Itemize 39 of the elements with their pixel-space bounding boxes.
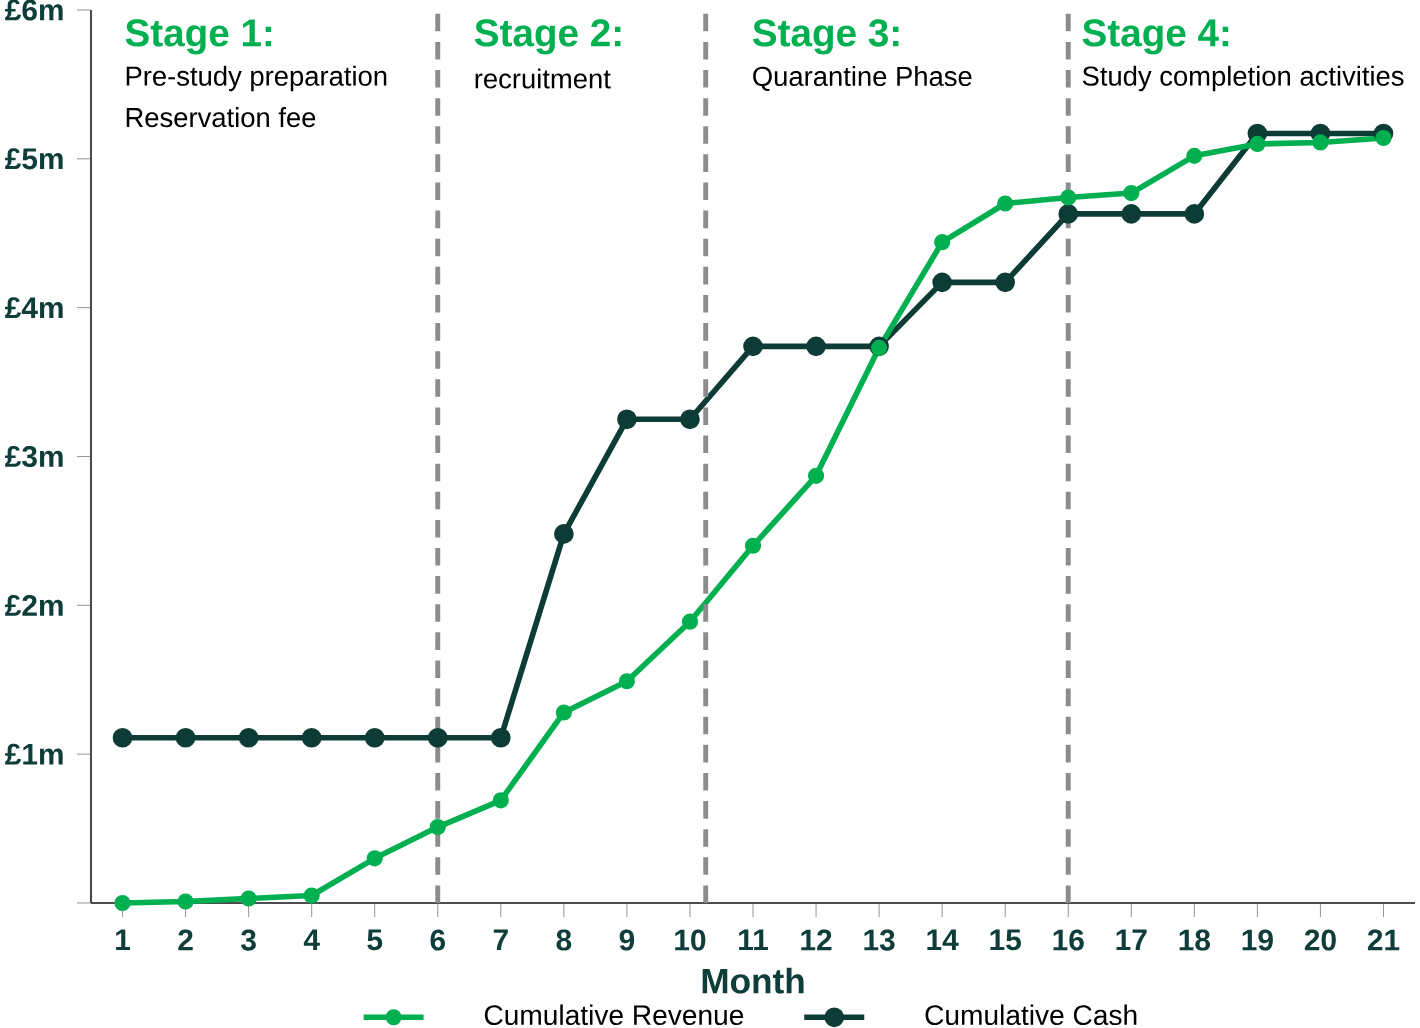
x-tick-label: 11: [739, 929, 768, 951]
annotation: Pre-study preparation: [126, 65, 387, 92]
legend-label: Cumulative Revenue: [484, 1004, 744, 1026]
x-tick-label: 17: [1116, 929, 1147, 951]
x-tick-label: 9: [619, 929, 635, 951]
x-tick-label: 12: [801, 929, 832, 951]
x-tick-label: 18: [1179, 929, 1211, 951]
y-tick-label: £5m: [5, 148, 63, 170]
x-tick-label: 5: [367, 929, 383, 951]
y-tick-label: £6m: [5, 0, 63, 21]
annotation: Reservation fee: [126, 107, 316, 128]
x-tick-label: 3: [240, 929, 256, 951]
y-tick-label: £3m: [5, 445, 63, 468]
x-tick-label: 8: [556, 929, 572, 951]
x-tick-label: 10: [675, 929, 706, 951]
x-tick-label: 2: [178, 929, 193, 951]
x-tick-label: 21: [1367, 929, 1400, 951]
x-tick-label: 1: [116, 929, 130, 951]
x-tick-label: 6: [430, 929, 446, 951]
x-tick-label: 15: [990, 929, 1021, 951]
annotation: Quarantine Phase: [753, 65, 972, 91]
x-tick-label: 4: [303, 929, 320, 951]
x-axis-title: Month: [702, 967, 804, 994]
y-tick-label: £4m: [5, 297, 63, 319]
annotation: Stage 1:: [125, 19, 272, 55]
x-tick-label: 20: [1304, 929, 1336, 951]
annotation: Stage 3:: [752, 19, 899, 55]
y-tick-label: £1m: [5, 743, 63, 765]
annotation: Stage 2:: [474, 19, 621, 55]
x-tick-label: 14: [927, 929, 959, 951]
annotation: recruitment: [475, 68, 611, 89]
x-tick-label: 16: [1053, 929, 1084, 951]
x-tick-label: 13: [864, 929, 895, 951]
y-tick-label: £2m: [5, 594, 63, 616]
annotation: Study completion activities: [1082, 65, 1404, 92]
x-tick-label: 19: [1242, 929, 1273, 951]
legend-label: Cumulative Cash: [925, 1004, 1137, 1026]
x-tick-label: 7: [493, 929, 508, 951]
annotation: Stage 4:: [1082, 19, 1229, 55]
